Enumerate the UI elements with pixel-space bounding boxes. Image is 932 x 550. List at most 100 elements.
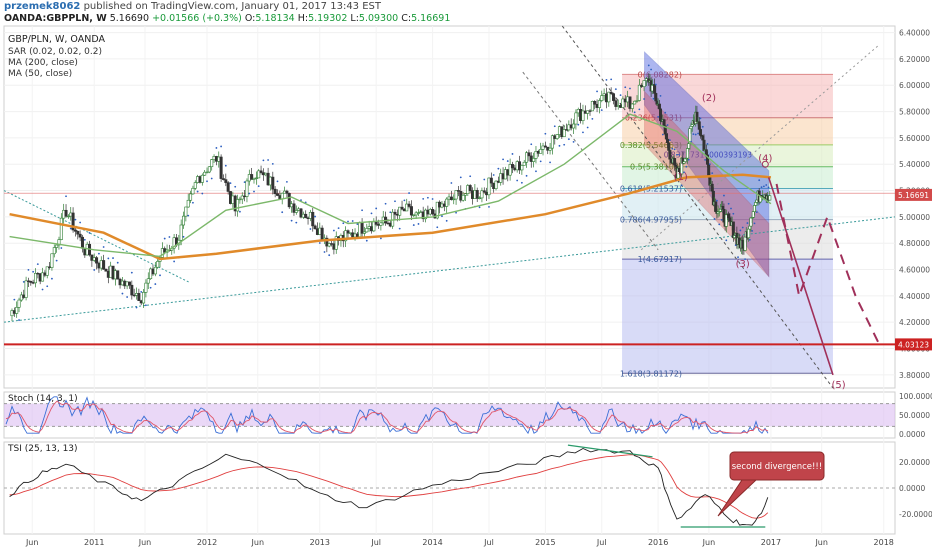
candle-body — [398, 206, 402, 216]
stoch-tick-label: 50.0000 — [899, 411, 930, 420]
candle-body — [407, 203, 411, 207]
close-value: 5.16691 — [411, 13, 451, 24]
candle-body — [127, 281, 131, 286]
sar-dot — [187, 214, 190, 217]
candle-body — [236, 199, 240, 212]
candle-body — [240, 195, 244, 200]
candle-body — [358, 222, 362, 238]
sar-dot — [445, 219, 448, 222]
candle-body — [243, 195, 247, 198]
sar-dot — [276, 180, 279, 183]
candle-body — [381, 216, 385, 224]
sar-dot — [215, 147, 218, 149]
published-text: published on TradingView.com, January 01… — [83, 1, 381, 12]
candle-body — [619, 105, 623, 108]
publisher-name[interactable]: przemek8062 — [4, 1, 81, 12]
candle-body — [515, 161, 519, 171]
sar-dot — [657, 115, 660, 118]
candle-body — [283, 190, 287, 194]
sar-dot — [422, 197, 425, 200]
candle-body — [229, 191, 233, 204]
sar-dot — [441, 215, 443, 218]
sar-dot — [417, 223, 420, 225]
sar-dot — [692, 133, 695, 136]
sar-dot — [107, 257, 110, 260]
candle-body — [95, 257, 99, 264]
candle-body — [424, 209, 428, 220]
wave5-projection — [767, 177, 834, 376]
candle-body — [391, 211, 395, 227]
price-tick-label: 6.20000 — [899, 55, 930, 64]
candle-body — [276, 193, 280, 196]
sar-dot — [748, 238, 751, 241]
candle-body — [196, 176, 200, 183]
candle-body — [139, 300, 143, 304]
candle-body — [205, 171, 209, 174]
price-tick-label: 6.40000 — [899, 29, 930, 38]
candle-body — [466, 185, 470, 195]
candle-body — [186, 199, 190, 208]
sar-dot — [356, 223, 359, 225]
callout-box[interactable]: second divergence!!! — [717, 451, 825, 517]
sar-dot — [713, 218, 716, 220]
sar-dot — [727, 202, 730, 205]
sar-dot — [281, 211, 284, 214]
sar-dot — [154, 283, 157, 285]
candle-body — [200, 174, 204, 183]
candle-body — [409, 206, 413, 216]
candle-body — [503, 169, 507, 180]
tsi-pane — [4, 444, 895, 528]
tsi-tick-label: 20.0000 — [899, 458, 930, 467]
candle-body — [308, 211, 312, 219]
sar-dot — [746, 222, 749, 224]
candle-body — [623, 98, 627, 103]
candle-body — [576, 109, 580, 114]
candle-body — [402, 208, 406, 212]
sar-dot — [262, 159, 265, 162]
sar-dot — [704, 158, 707, 161]
candle-body — [449, 196, 453, 201]
candle-body — [137, 293, 141, 301]
low-value: 5.09300 — [358, 13, 399, 24]
elliott-waves[interactable]: (1) (2) (3) (4) (5) — [674, 93, 879, 391]
candle-body — [217, 156, 221, 162]
candle-body — [546, 146, 550, 151]
symbol-label: OANDA:GBPPLN, W — [4, 13, 107, 24]
candle-body — [557, 126, 561, 135]
candle-body — [369, 226, 373, 232]
candle-body — [562, 129, 566, 138]
stoch-band — [4, 403, 895, 427]
candle-body — [553, 135, 557, 139]
sar-dot — [619, 94, 622, 97]
candle-body — [48, 266, 52, 268]
sar-dot — [149, 286, 152, 289]
candle-body — [534, 150, 538, 159]
candle-body — [92, 257, 96, 261]
candle-body — [414, 212, 418, 216]
legend-title: GBP/PLN, W, OANDA — [8, 34, 105, 45]
sar-dot — [253, 190, 255, 193]
wave-label: (3) — [736, 259, 750, 270]
sar-dot — [257, 185, 260, 188]
candle-body — [473, 190, 477, 199]
sar-dot — [605, 78, 608, 81]
sar-dot — [365, 239, 368, 242]
sar-dot — [652, 97, 655, 100]
candle-body — [393, 211, 397, 215]
candle-body — [15, 307, 19, 314]
candle-body — [579, 109, 583, 121]
time-tick-label: Jul — [483, 538, 494, 547]
trendline-dotted — [640, 45, 879, 251]
sar-dot — [361, 209, 363, 212]
candle-body — [616, 105, 620, 107]
sar-dot — [596, 90, 598, 93]
candle-body — [346, 230, 350, 234]
sar-dot — [654, 83, 657, 86]
candle-body — [555, 134, 559, 139]
sar-dot — [450, 182, 453, 184]
candle-body — [426, 209, 430, 215]
sar-dot — [309, 228, 312, 230]
candle-body — [597, 100, 601, 108]
sar-dot — [520, 181, 523, 184]
